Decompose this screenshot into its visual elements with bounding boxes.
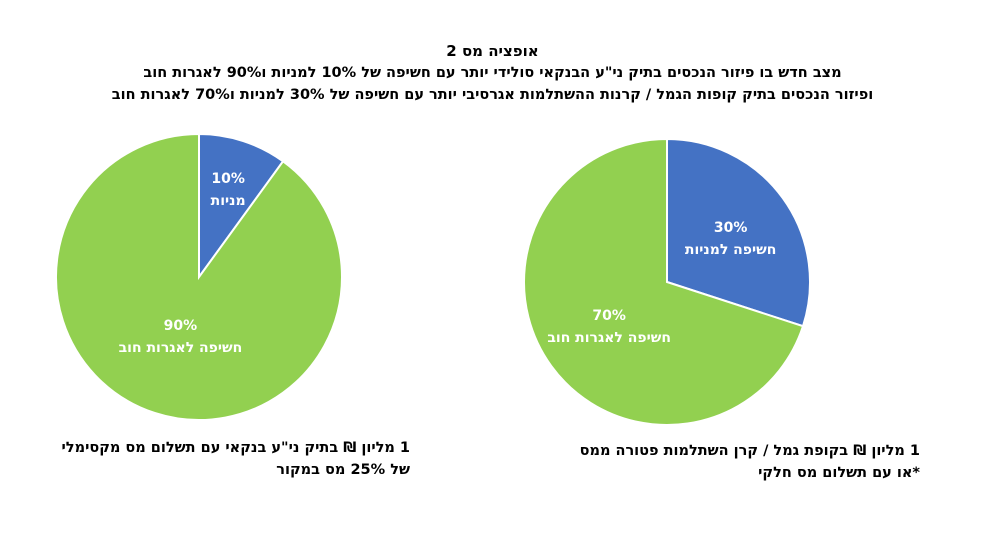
slice-bonds-90-name-label: חשיפה לאגרות חוב	[119, 340, 243, 356]
slice-stocks-30-name-label: חשיפה למניות	[685, 242, 777, 258]
slice-stocks-30	[666, 137, 811, 328]
chart-title-block: אופציה מס 2 מצב חדש בו פיזור הנכסים בתיק…	[0, 40, 985, 106]
pie-chart-provident-fund: 30% חשיפה למניות 70% חשיפה לאגרות חוב	[523, 137, 811, 426]
caption-bank-portfolio: 1 מליון ₪ בתיק ני"ע בנקאי עם תשלום מס מק…	[20, 437, 410, 481]
title-line-1: אופציה מס 2	[446, 42, 539, 60]
slice-stocks-10-percent-label: 10%	[211, 171, 245, 187]
caption-fund-line-2: *או עם תשלום מס חלקי	[758, 465, 920, 481]
slice-bonds-90	[55, 132, 343, 421]
title-line-3: ופיזור הנכסים בתיק קופות הגמל / קרנות הה…	[111, 87, 874, 103]
slice-bonds-90-percent-label: 90%	[164, 318, 198, 334]
caption-fund-line-1: 1 מליון ₪ בקופת גמל / קרן השתלמות פטורה …	[579, 443, 920, 459]
title-line-2: מצב חדש בו פיזור הנכסים בתיק ני"ע הבנקאי…	[143, 65, 842, 81]
slice-bonds-70	[523, 137, 805, 426]
pie-chart-bank-portfolio: 10% מניות 90% חשיפה לאגרות חוב	[55, 132, 343, 421]
slice-stocks-30-percent-label: 30%	[714, 220, 748, 236]
caption-provident-fund: 1 מליון ₪ בקופת גמל / קרן השתלמות פטורה …	[520, 440, 920, 484]
slice-bonds-70-name-label: חשיפה לאגרות חוב	[547, 330, 671, 346]
slice-stocks-10-name-label: מניות	[211, 193, 246, 209]
caption-bank-line-2: של 25% מס במקור	[276, 462, 410, 478]
caption-bank-line-1: 1 מליון ₪ בתיק ני"ע בנקאי עם תשלום מס מק…	[61, 440, 410, 456]
slice-stocks-10	[198, 132, 285, 281]
slice-bonds-70-percent-label: 70%	[592, 308, 626, 324]
